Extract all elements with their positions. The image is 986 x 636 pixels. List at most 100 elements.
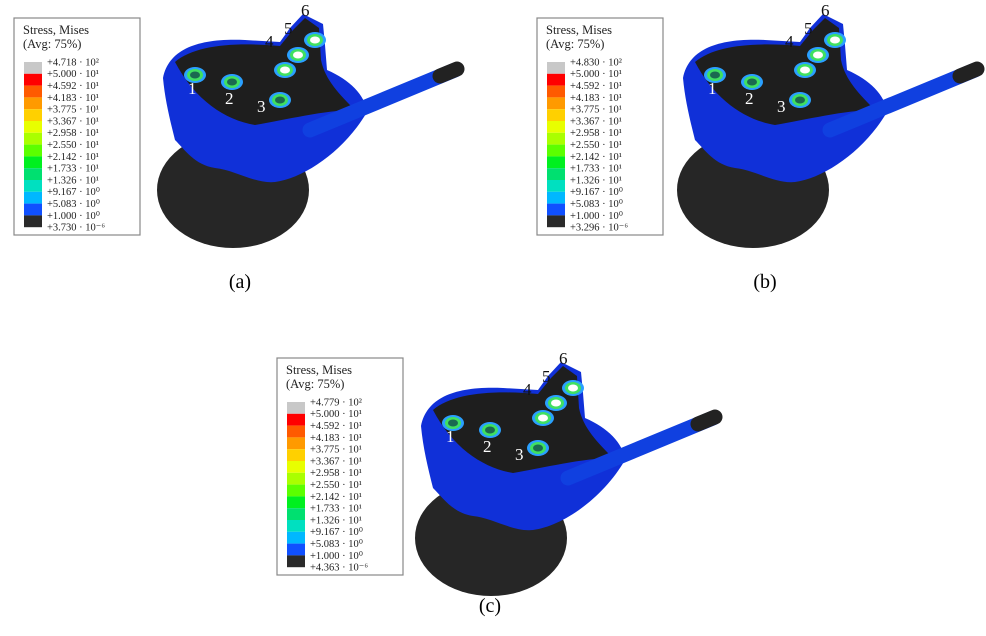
legend-label: +4.183 · 10¹: [47, 93, 99, 104]
hole-number: 2: [745, 89, 754, 108]
hole-number: 4: [265, 32, 274, 51]
panel-caption: (b): [753, 271, 776, 293]
color-band: [287, 402, 305, 414]
color-band: [24, 62, 42, 74]
legend-label: +5.083 · 10⁰: [47, 198, 101, 210]
legend-label: +2.958 · 10¹: [570, 128, 622, 139]
color-band: [287, 555, 305, 567]
model: 123456: [415, 349, 715, 596]
hole-number: 5: [804, 19, 813, 38]
legend-label: +2.142 · 10¹: [310, 492, 362, 503]
color-band: [287, 449, 305, 461]
legend-label: +1.733 · 10¹: [310, 504, 362, 515]
figure: Stress, Mises(Avg: 75%)+4.718 · 10²+5.00…: [0, 0, 986, 636]
legend-label: +1.326 · 10¹: [570, 175, 622, 186]
hole-number: 3: [515, 445, 524, 464]
hole-number: 3: [257, 97, 266, 116]
hole: [813, 52, 823, 59]
legend-label: +5.000 · 10¹: [47, 69, 99, 80]
legend-label: +1.733 · 10¹: [47, 164, 99, 175]
legend-label: +4.183 · 10¹: [310, 433, 362, 444]
color-band: [547, 74, 565, 86]
color-band: [24, 192, 42, 204]
color-band: [287, 520, 305, 532]
legend-label: +2.958 · 10¹: [310, 468, 362, 479]
hole: [227, 79, 237, 86]
legend-label: +2.550 · 10¹: [47, 140, 99, 151]
color-band: [547, 121, 565, 133]
legend-label: +3.775 · 10¹: [570, 105, 622, 116]
color-band: [547, 86, 565, 98]
color-band: [24, 74, 42, 86]
legend-label: +5.000 · 10¹: [310, 409, 362, 420]
color-band: [547, 62, 565, 74]
legend-label: +4.718 · 10²: [47, 57, 99, 68]
hole: [568, 385, 578, 392]
rod-tip: [698, 417, 715, 424]
hole: [310, 37, 320, 44]
legend-label: +2.550 · 10¹: [570, 140, 622, 151]
hole: [190, 72, 200, 79]
legend-subtitle: (Avg: 75%): [546, 37, 604, 51]
hole: [538, 415, 548, 422]
legend-label: +1.000 · 10⁰: [570, 210, 624, 222]
color-band: [547, 156, 565, 168]
legend-title: Stress, Mises: [23, 23, 89, 37]
rod-tip: [440, 69, 457, 76]
hole: [710, 72, 720, 79]
color-band: [287, 496, 305, 508]
legend-label: +4.183 · 10¹: [570, 93, 622, 104]
hole: [280, 67, 290, 74]
legend-label: +3.367 · 10¹: [570, 116, 622, 127]
color-band: [24, 86, 42, 98]
color-band: [547, 204, 565, 216]
legend-label: +1.733 · 10¹: [570, 164, 622, 175]
legend-label: +4.830 · 10²: [570, 57, 622, 68]
color-band: [24, 133, 42, 145]
panel-caption: (a): [229, 271, 251, 293]
legend-label: +3.296 · 10⁻⁶: [570, 223, 628, 234]
panel-caption: (c): [479, 595, 501, 617]
legend-subtitle: (Avg: 75%): [286, 377, 344, 391]
color-band: [287, 544, 305, 556]
color-band: [287, 461, 305, 473]
hole-number: 4: [785, 32, 794, 51]
legend: Stress, Mises(Avg: 75%)+4.779 · 10²+5.00…: [277, 358, 403, 575]
legend-label: +5.083 · 10⁰: [570, 198, 624, 210]
color-band: [24, 156, 42, 168]
model: 123456: [677, 1, 977, 248]
legend-label: +5.083 · 10⁰: [310, 538, 364, 550]
hole-number: 2: [483, 437, 492, 456]
color-band: [547, 180, 565, 192]
color-band: [547, 133, 565, 145]
hole: [448, 420, 458, 427]
color-band: [547, 192, 565, 204]
color-band: [24, 121, 42, 133]
hole-number: 1: [188, 79, 197, 98]
legend-label: +2.142 · 10¹: [47, 152, 99, 163]
legend-label: +3.367 · 10¹: [47, 116, 99, 127]
legend-label: +4.592 · 10¹: [310, 421, 362, 432]
color-band: [547, 145, 565, 157]
color-band: [287, 426, 305, 438]
hole-number: 1: [446, 427, 455, 446]
hole: [293, 52, 303, 59]
hole: [485, 427, 495, 434]
hole-number: 3: [777, 97, 786, 116]
legend-label: +1.000 · 10⁰: [47, 210, 101, 222]
hole: [275, 97, 285, 104]
color-band: [24, 109, 42, 121]
legend-label: +3.730 · 10⁻⁶: [47, 223, 105, 234]
color-band: [287, 473, 305, 485]
legend-label: +3.775 · 10¹: [310, 445, 362, 456]
legend: Stress, Mises(Avg: 75%)+4.718 · 10²+5.00…: [14, 18, 140, 235]
hole-number: 6: [821, 1, 830, 20]
color-band: [547, 97, 565, 109]
hole-number: 6: [301, 1, 310, 20]
legend: Stress, Mises(Avg: 75%)+4.830 · 10²+5.00…: [537, 18, 663, 235]
color-band: [287, 437, 305, 449]
legend-label: +1.000 · 10⁰: [310, 550, 364, 562]
legend-label: +2.550 · 10¹: [310, 480, 362, 491]
legend-label: +2.142 · 10¹: [570, 152, 622, 163]
